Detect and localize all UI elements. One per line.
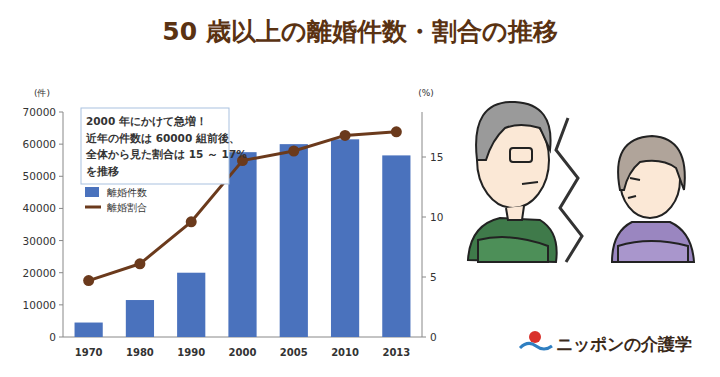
legend-swatch xyxy=(85,187,99,197)
bar xyxy=(331,139,359,337)
y-tick-label: 0 xyxy=(49,331,56,343)
line-marker xyxy=(391,126,402,137)
y-tick-label: 40000 xyxy=(23,202,56,214)
legend-label: 離婚件数 xyxy=(107,187,147,198)
y-tick xyxy=(59,272,63,273)
y-tick xyxy=(59,176,63,177)
woman-body xyxy=(612,222,694,262)
illustration xyxy=(468,102,694,262)
page: {"chart_data": { "type": "bar", "title":… xyxy=(0,0,720,377)
brand-text: ニッポンの介護学 xyxy=(556,334,692,354)
bar xyxy=(382,155,410,337)
crack xyxy=(556,118,582,262)
y2-tick-label: 0 xyxy=(430,331,437,343)
y-axis-line xyxy=(63,112,64,337)
y2-axis-line xyxy=(422,112,423,337)
man-glasses xyxy=(510,148,532,162)
man-hair xyxy=(476,102,550,160)
logo-sun xyxy=(529,331,541,343)
y-tick xyxy=(59,304,63,305)
logo-wave xyxy=(520,343,552,349)
bar xyxy=(280,144,308,337)
annotation-text: 2000 年にかけて急増！ xyxy=(86,115,207,128)
x-tick-label: 1990 xyxy=(177,347,205,358)
man-mouth xyxy=(522,182,538,184)
x-tick-label: 2005 xyxy=(280,347,308,358)
man-neck xyxy=(506,206,524,220)
bar xyxy=(228,152,256,337)
y-tick xyxy=(59,112,63,113)
woman-hair xyxy=(618,136,685,190)
y2-axis-label: (%) xyxy=(418,88,434,98)
line-marker xyxy=(340,130,351,141)
x-tick-label: 1980 xyxy=(126,347,154,358)
y-tick-label: 70000 xyxy=(23,106,56,118)
bar xyxy=(75,323,103,337)
x-tick-label: 1970 xyxy=(75,347,103,358)
man-arms xyxy=(478,237,548,262)
y2-tick xyxy=(422,157,426,158)
bar xyxy=(126,300,154,337)
y-tick-label: 20000 xyxy=(23,267,56,279)
chart-root: 50 歳以上の離婚件数・割合の推移(件)(%)01000020000300004… xyxy=(0,0,720,377)
title: 50 歳以上の離婚件数・割合の推移 xyxy=(162,17,558,46)
y2-tick-label: 5 xyxy=(430,271,437,283)
y2-tick xyxy=(422,277,426,278)
legend-swatch xyxy=(85,206,101,209)
woman-mouth xyxy=(628,196,636,198)
annotation-text: 全体から見た割合は 15 ～ 17% xyxy=(85,148,247,160)
x-tick-label: 2010 xyxy=(331,347,359,358)
y-tick xyxy=(59,144,63,145)
woman-arms xyxy=(618,241,688,262)
y-tick xyxy=(59,337,63,338)
line-marker xyxy=(186,216,197,227)
x-tick-label: 2013 xyxy=(382,347,410,358)
line-marker xyxy=(134,258,145,269)
y-tick-label: 10000 xyxy=(23,299,56,311)
line-marker xyxy=(83,275,94,286)
y-tick-label: 60000 xyxy=(23,138,56,150)
plot-marks xyxy=(75,126,411,337)
bar xyxy=(177,273,205,337)
woman-eye xyxy=(630,178,640,180)
legend-label: 離婚割合 xyxy=(107,202,147,213)
annotation-box xyxy=(81,108,229,184)
y2-tick-label: 10 xyxy=(430,211,443,223)
y-axis-label: (件) xyxy=(34,88,50,98)
annotation-text: 近年の件数は 60000 組前後、 xyxy=(85,132,240,144)
y-tick-label: 30000 xyxy=(23,235,56,247)
y-tick xyxy=(59,240,63,241)
y-tick xyxy=(59,208,63,209)
y2-tick xyxy=(422,337,426,338)
y-tick-label: 50000 xyxy=(23,170,56,182)
y2-tick xyxy=(422,217,426,218)
y2-tick-label: 15 xyxy=(430,151,443,163)
annotation-text: を推移 xyxy=(86,165,119,177)
x-tick-label: 2000 xyxy=(229,347,257,358)
man-body xyxy=(468,218,557,262)
line-marker xyxy=(288,146,299,157)
